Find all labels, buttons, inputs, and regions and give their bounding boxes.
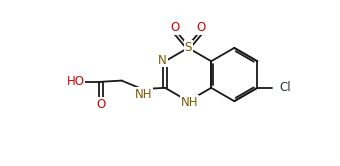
Text: O: O: [170, 21, 180, 34]
Text: NH: NH: [181, 96, 198, 109]
Text: NH: NH: [135, 88, 152, 101]
Text: S: S: [185, 41, 192, 54]
Text: O: O: [96, 98, 105, 111]
Text: N: N: [158, 53, 167, 67]
Text: Cl: Cl: [279, 81, 291, 94]
Text: O: O: [197, 21, 206, 34]
Text: HO: HO: [67, 75, 85, 88]
